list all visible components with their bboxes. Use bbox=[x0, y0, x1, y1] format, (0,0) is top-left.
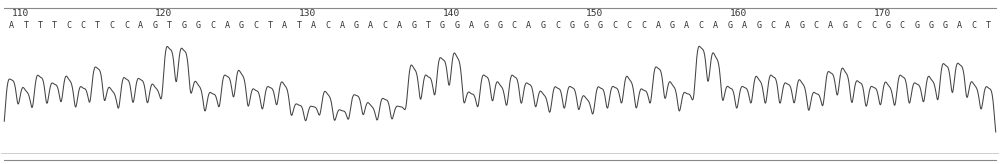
Text: 150: 150 bbox=[586, 9, 603, 18]
Text: G: G bbox=[914, 21, 919, 30]
Text: C: C bbox=[555, 21, 560, 30]
Text: A: A bbox=[742, 21, 747, 30]
Text: A: A bbox=[397, 21, 402, 30]
Text: G: G bbox=[483, 21, 488, 30]
Text: A: A bbox=[368, 21, 373, 30]
Text: G: G bbox=[569, 21, 574, 30]
Text: A: A bbox=[713, 21, 718, 30]
Text: C: C bbox=[253, 21, 258, 30]
Text: A: A bbox=[9, 21, 14, 30]
Text: C: C bbox=[814, 21, 819, 30]
Text: T: T bbox=[167, 21, 172, 30]
Text: C: C bbox=[900, 21, 905, 30]
Text: C: C bbox=[771, 21, 776, 30]
Text: C: C bbox=[857, 21, 862, 30]
Text: G: G bbox=[584, 21, 589, 30]
Text: A: A bbox=[224, 21, 229, 30]
Text: T: T bbox=[23, 21, 28, 30]
Text: 130: 130 bbox=[299, 9, 316, 18]
Text: T: T bbox=[986, 21, 991, 30]
Text: G: G bbox=[541, 21, 546, 30]
Text: T: T bbox=[268, 21, 273, 30]
Text: T: T bbox=[38, 21, 43, 30]
Text: C: C bbox=[612, 21, 617, 30]
Text: A: A bbox=[526, 21, 531, 30]
Text: C: C bbox=[383, 21, 388, 30]
Text: A: A bbox=[339, 21, 344, 30]
Text: C: C bbox=[210, 21, 215, 30]
Text: G: G bbox=[885, 21, 890, 30]
Text: C: C bbox=[325, 21, 330, 30]
Text: T: T bbox=[426, 21, 431, 30]
Text: G: G bbox=[196, 21, 201, 30]
Text: 120: 120 bbox=[155, 9, 172, 18]
Text: C: C bbox=[871, 21, 876, 30]
Text: G: G bbox=[153, 21, 158, 30]
Text: G: G bbox=[598, 21, 603, 30]
Text: C: C bbox=[627, 21, 632, 30]
Text: 170: 170 bbox=[874, 9, 891, 18]
Text: A: A bbox=[957, 21, 962, 30]
Text: G: G bbox=[239, 21, 244, 30]
Text: T: T bbox=[95, 21, 100, 30]
Text: 110: 110 bbox=[11, 9, 29, 18]
Text: A: A bbox=[282, 21, 287, 30]
Text: C: C bbox=[699, 21, 704, 30]
Text: A: A bbox=[469, 21, 474, 30]
Text: C: C bbox=[641, 21, 646, 30]
Text: G: G bbox=[354, 21, 359, 30]
Text: C: C bbox=[81, 21, 86, 30]
Text: G: G bbox=[454, 21, 459, 30]
Text: T: T bbox=[52, 21, 57, 30]
Text: C: C bbox=[66, 21, 71, 30]
Text: A: A bbox=[311, 21, 316, 30]
Text: G: G bbox=[497, 21, 502, 30]
Text: G: G bbox=[756, 21, 761, 30]
Text: C: C bbox=[512, 21, 517, 30]
Text: 160: 160 bbox=[730, 9, 747, 18]
Text: A: A bbox=[684, 21, 689, 30]
Text: 140: 140 bbox=[443, 9, 460, 18]
Text: A: A bbox=[656, 21, 661, 30]
Text: A: A bbox=[138, 21, 143, 30]
Text: A: A bbox=[828, 21, 833, 30]
Text: G: G bbox=[727, 21, 732, 30]
Text: G: G bbox=[943, 21, 948, 30]
Text: C: C bbox=[972, 21, 977, 30]
Text: G: G bbox=[799, 21, 804, 30]
Text: G: G bbox=[929, 21, 934, 30]
Text: G: G bbox=[181, 21, 186, 30]
Text: C: C bbox=[110, 21, 115, 30]
Text: T: T bbox=[296, 21, 301, 30]
Text: A: A bbox=[785, 21, 790, 30]
Text: C: C bbox=[124, 21, 129, 30]
Text: G: G bbox=[411, 21, 416, 30]
Text: G: G bbox=[440, 21, 445, 30]
Text: G: G bbox=[670, 21, 675, 30]
Text: G: G bbox=[842, 21, 847, 30]
